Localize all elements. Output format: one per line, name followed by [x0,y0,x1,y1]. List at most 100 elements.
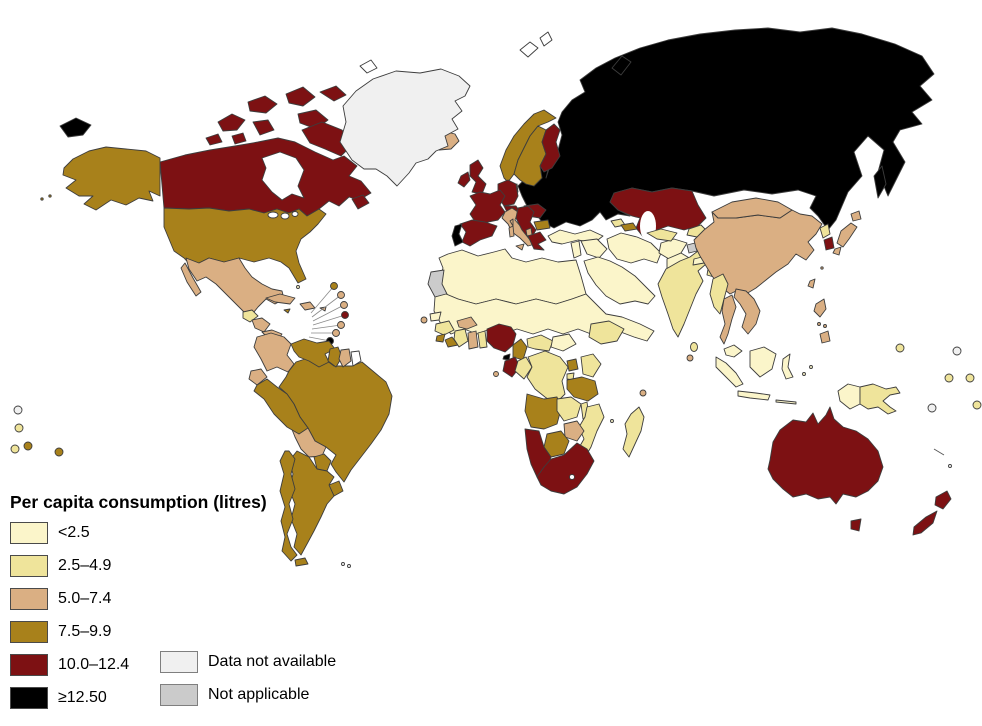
legend-swatch-10-0-12-4 [10,654,48,676]
region-kenya [580,353,602,378]
caribbean-callout-lines [308,285,346,342]
region-ethiopia [588,320,625,345]
region-png [859,383,901,415]
region-russia-west-fragment [59,117,92,138]
region-indonesia-sunda [775,399,797,405]
legend-label-no-data: Data not available [208,653,337,670]
region-honduras-nicaragua [251,317,271,333]
region-venezuela [290,338,336,368]
region-kazakhstan [609,187,707,239]
region-saudi [583,256,656,305]
region-angola [524,393,562,430]
region-malaysia [723,344,743,358]
region-pacific-10 [927,403,937,413]
region-pacific-2 [14,423,24,433]
region-sierra-leone [435,333,446,343]
region-greece [527,231,547,251]
region-canada-arctic-6 [319,85,347,102]
region-tasmania [850,518,862,532]
region-car [526,334,554,352]
region-mauritius [639,389,647,397]
region-canada-arctic-5 [252,119,275,136]
region-corsica [509,218,514,227]
region-indonesia-moluccas2 [809,365,813,369]
region-guinea [434,320,455,336]
legend-swatch-2-5-4-9 [10,555,48,577]
region-ecuador [248,368,268,386]
new-caledonia-mark [933,448,945,456]
legend: Per capita consumption (litres) <2.5 2.5… [10,492,267,720]
region-tierra-del-fuego [294,557,309,567]
region-senegal [429,311,442,322]
region-mongolia [711,197,793,219]
region-comoros [610,419,614,423]
region-philippines-visayas2 [823,324,827,328]
region-lesotho [569,474,575,480]
legend-row-3: 5.0–7.4 [10,588,267,610]
region-canada-arctic-9 [231,132,247,145]
region-cuba [265,293,296,305]
region-ivory-coast [453,328,469,348]
hudson-bay [261,151,305,201]
region-thailand [719,294,737,345]
legend-swatch-under-2-5 [10,522,48,544]
region-finland [539,123,561,173]
region-nigeria [486,323,517,353]
region-indochina [733,288,761,335]
region-suriname [338,348,352,368]
region-india [657,250,711,338]
region-myanmar [709,273,729,315]
region-indonesia-sumatra [715,356,744,388]
region-cameroon [512,338,528,361]
region-pacific-11 [972,400,982,410]
region-svalbard [519,31,553,58]
region-levant [570,240,582,259]
region-carib-3 [340,301,348,309]
region-indonesia-java [737,390,771,401]
legend-swatch-not-applicable [160,684,198,706]
region-paraguay [313,453,332,472]
region-french-guiana [350,350,362,367]
legend-row-5: 10.0–12.4 [10,654,267,676]
region-pacific-6 [895,343,905,353]
region-tanzania [566,376,599,402]
region-canada-arctic-8 [205,133,223,146]
region-zambia [556,396,582,422]
region-greenland [339,68,471,187]
legend-title: Per capita consumption (litres) [10,492,267,512]
region-pacific-5 [54,447,64,457]
region-togo-benin [477,330,488,349]
region-arctic-outline [359,59,378,74]
region-sakhalin [873,165,887,199]
region-north-africa [437,248,587,305]
region-sao-tome [493,371,499,377]
great-lake-2 [280,212,290,220]
region-stans-west [646,228,678,242]
region-philippines-visayas [817,322,821,326]
region-eq-guinea [502,353,511,361]
legend-row-4: 7.5–9.9 [10,621,267,643]
region-chile [279,450,298,562]
region-baja [180,262,202,297]
legend-label-not-applicable: Not applicable [208,686,310,703]
region-madagascar [622,406,645,458]
region-pacific-1 [13,405,23,415]
region-congo [514,356,533,380]
region-iraq [580,238,608,259]
region-south-korea [823,236,835,251]
region-falklands-2 [347,564,351,568]
legend-row-no-data: Data not available [160,651,336,673]
region-ireland [457,171,471,188]
region-nz-north [934,490,952,510]
region-zimbabwe [563,420,585,442]
region-japan-honshu [836,222,858,248]
region-south-africa [536,442,595,495]
legend-row-6: ≥12.50 [10,687,267,709]
region-pacific-8 [944,373,954,383]
legend-label-10-0-12-4: 10.0–12.4 [58,656,130,673]
legend-swatch-over-12-5 [10,687,48,709]
region-canada-arctic-3 [285,86,316,107]
region-jamaica [283,308,291,314]
